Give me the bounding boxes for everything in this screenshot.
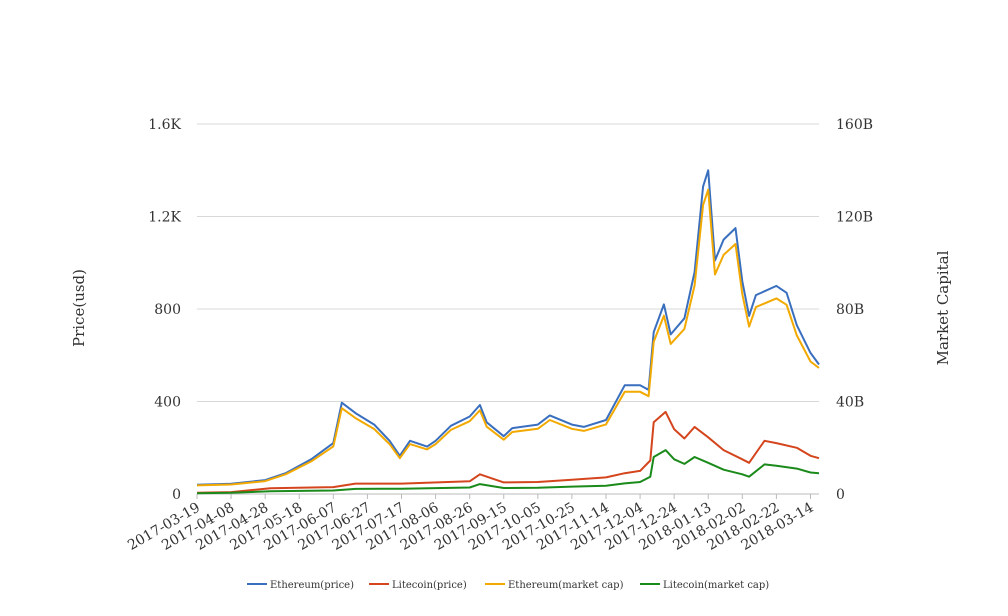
y-left-tick-label: 400	[154, 395, 181, 411]
series-line-litecoin-market-cap	[196, 449, 820, 495]
x-axis-ticks: 2017-03-192017-04-082017-04-282017-05-18…	[125, 494, 817, 554]
y-left-tick-label: 0	[172, 487, 181, 503]
right-axis-ticks: 0 40B 80B 120B 160B	[836, 117, 873, 503]
y-axis-right-title: Market Capital	[934, 250, 952, 365]
y-right-tick-label: 120B	[836, 210, 873, 226]
y-right-tick-label: 0	[836, 487, 845, 503]
grid-lines	[197, 123, 819, 495]
y-left-tick-label: 1.6K	[148, 117, 181, 133]
y-right-tick-label: 40B	[836, 395, 864, 411]
y-left-tick-label: 1.2K	[148, 210, 181, 226]
legend: Ethereum(price) Litecoin(price) Ethereum(m…	[247, 580, 769, 591]
y-axis-left-title: Price(usd)	[70, 269, 88, 347]
legend-label: Ethereum(market cap)	[508, 580, 624, 591]
y-left-tick-label: 800	[154, 302, 181, 318]
series-line-ethereum-market-cap	[196, 188, 820, 487]
series-line-litecoin-price	[196, 410, 820, 494]
left-axis-ticks: 0 400 800 1.2K 1.6K	[148, 117, 181, 503]
legend-label: Ethereum(price)	[270, 580, 354, 591]
legend-label: Litecoin(market cap)	[663, 580, 769, 591]
y-right-tick-label: 80B	[836, 302, 864, 318]
series-lines	[196, 169, 820, 495]
legend-label: Litecoin(price)	[392, 580, 467, 591]
y-right-tick-label: 160B	[836, 117, 873, 133]
series-line-ethereum-price	[196, 169, 820, 486]
